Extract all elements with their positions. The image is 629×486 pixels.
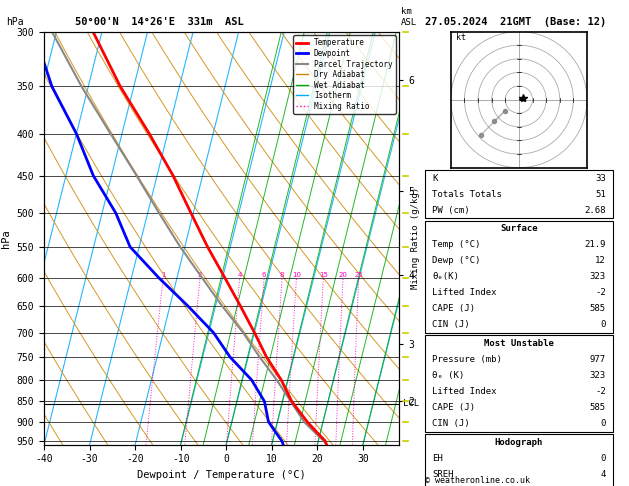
Text: 25: 25 — [354, 272, 363, 278]
Text: Totals Totals: Totals Totals — [432, 190, 502, 199]
Text: 10: 10 — [292, 272, 301, 278]
Text: 0: 0 — [600, 453, 606, 463]
Text: -2: -2 — [595, 288, 606, 297]
Y-axis label: hPa: hPa — [1, 229, 11, 247]
Text: kt: kt — [456, 33, 466, 42]
Text: 0: 0 — [600, 419, 606, 428]
Text: km
ASL: km ASL — [401, 7, 418, 27]
Text: K: K — [432, 174, 438, 183]
Text: © weatheronline.co.uk: © weatheronline.co.uk — [425, 476, 530, 485]
Text: 51: 51 — [595, 190, 606, 199]
Text: Dewp (°C): Dewp (°C) — [432, 256, 481, 265]
X-axis label: Dewpoint / Temperature (°C): Dewpoint / Temperature (°C) — [137, 470, 306, 480]
Text: 15: 15 — [319, 272, 328, 278]
Text: 12: 12 — [595, 256, 606, 265]
Text: -2: -2 — [595, 387, 606, 396]
Text: CIN (J): CIN (J) — [432, 320, 470, 330]
Text: CAPE (J): CAPE (J) — [432, 304, 475, 313]
Text: θₑ(K): θₑ(K) — [432, 272, 459, 281]
Text: CIN (J): CIN (J) — [432, 419, 470, 428]
Text: hPa: hPa — [6, 17, 24, 27]
Text: 8: 8 — [280, 272, 284, 278]
Text: 585: 585 — [589, 304, 606, 313]
Text: Lifted Index: Lifted Index — [432, 288, 497, 297]
Text: Mixing Ratio (g/kg): Mixing Ratio (g/kg) — [411, 187, 420, 289]
Text: 4: 4 — [237, 272, 242, 278]
Text: Temp (°C): Temp (°C) — [432, 240, 481, 249]
Text: 21.9: 21.9 — [584, 240, 606, 249]
Text: 20: 20 — [338, 272, 347, 278]
Text: PW (cm): PW (cm) — [432, 206, 470, 215]
Text: LCL: LCL — [403, 399, 419, 408]
Text: Hodograph: Hodograph — [495, 437, 543, 447]
Text: CAPE (J): CAPE (J) — [432, 403, 475, 412]
Text: 27.05.2024  21GMT  (Base: 12): 27.05.2024 21GMT (Base: 12) — [425, 17, 606, 27]
Text: 2.68: 2.68 — [584, 206, 606, 215]
Text: 6: 6 — [262, 272, 266, 278]
Text: EH: EH — [432, 453, 443, 463]
Legend: Temperature, Dewpoint, Parcel Trajectory, Dry Adiabat, Wet Adiabat, Isotherm, Mi: Temperature, Dewpoint, Parcel Trajectory… — [293, 35, 396, 114]
Text: 585: 585 — [589, 403, 606, 412]
Text: 1: 1 — [161, 272, 165, 278]
Text: Pressure (mb): Pressure (mb) — [432, 355, 502, 364]
Text: SREH: SREH — [432, 469, 454, 479]
Text: 323: 323 — [589, 272, 606, 281]
Text: 977: 977 — [589, 355, 606, 364]
Text: 323: 323 — [589, 371, 606, 380]
Text: 4: 4 — [600, 469, 606, 479]
Text: 33: 33 — [595, 174, 606, 183]
Text: 0: 0 — [600, 320, 606, 330]
Text: Surface: Surface — [500, 224, 538, 233]
Text: 50°00'N  14°26'E  331m  ASL: 50°00'N 14°26'E 331m ASL — [75, 17, 244, 27]
Text: Most Unstable: Most Unstable — [484, 339, 554, 348]
Text: 2: 2 — [198, 272, 202, 278]
Text: Lifted Index: Lifted Index — [432, 387, 497, 396]
Text: θₑ (K): θₑ (K) — [432, 371, 464, 380]
